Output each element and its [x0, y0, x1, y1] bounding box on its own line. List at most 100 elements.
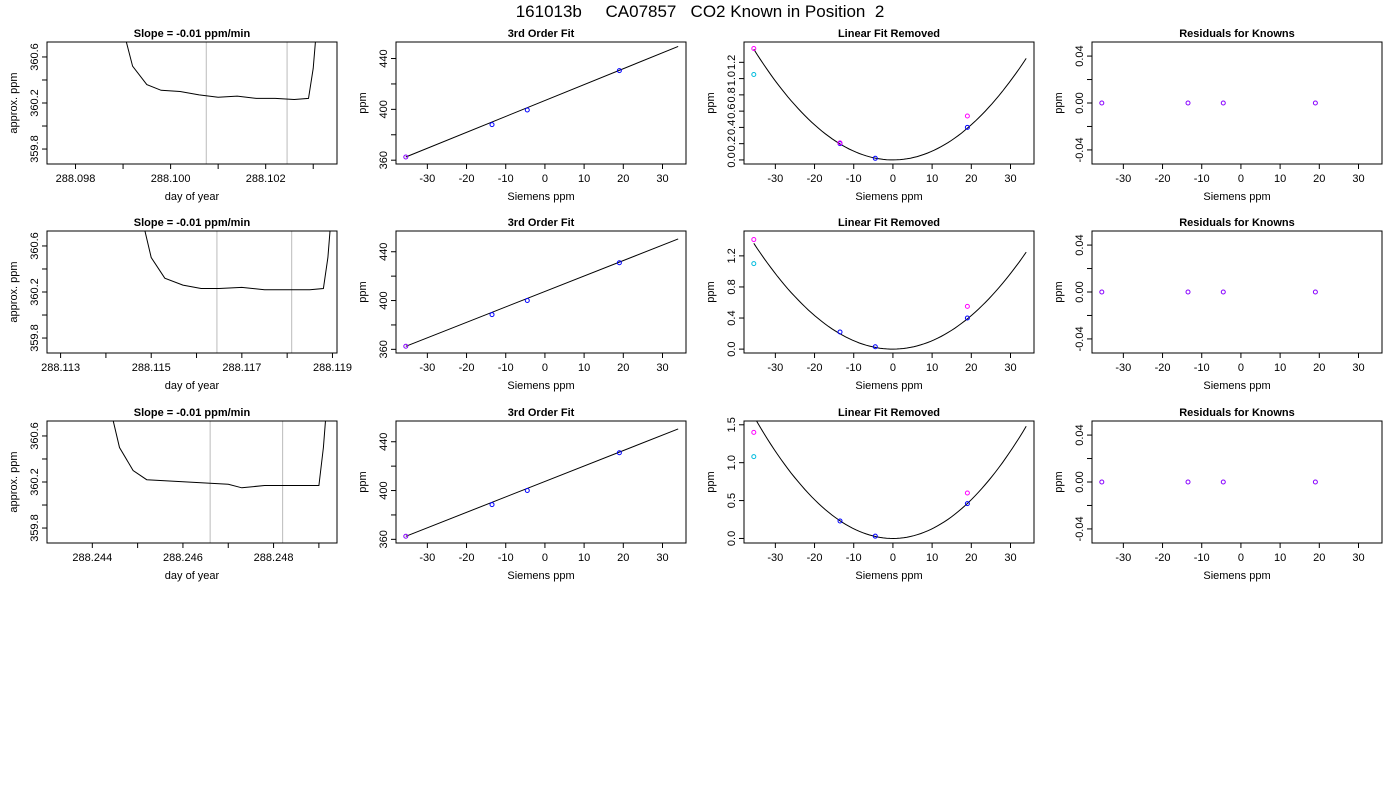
- panel-title: 3rd Order Fit: [508, 407, 575, 419]
- x-tick-label: 30: [1004, 173, 1016, 185]
- plot-frame: [743, 230, 1035, 354]
- x-tick-label: 0: [542, 552, 548, 564]
- x-tick-label: -10: [1194, 552, 1210, 564]
- x-tick-label: 288.244: [72, 552, 112, 564]
- data-point: [1312, 100, 1318, 106]
- x-tick-label: 10: [1274, 552, 1286, 564]
- y-tick-label: 0.0: [726, 152, 738, 167]
- y-axis-label: ppm: [1053, 471, 1065, 492]
- plot-frame: [395, 420, 687, 544]
- x-tick-label: 288.115: [132, 362, 171, 374]
- y-tick-label: 0.00: [1074, 92, 1086, 113]
- y-tick-label: 360.2: [29, 468, 41, 496]
- y-tick-label: -0.04: [1074, 326, 1086, 351]
- panel-title: 3rd Order Fit: [508, 28, 575, 40]
- panel-title: Slope = -0.01 ppm/min: [134, 28, 251, 40]
- data-point: [751, 237, 757, 243]
- x-axis-label: Siemens ppm: [855, 380, 922, 392]
- y-tick-label: 0.4: [726, 310, 738, 325]
- y-axis-label: approx. ppm: [8, 72, 20, 133]
- fit-line: [405, 45, 679, 158]
- y-tick-label: 360.6: [29, 232, 41, 260]
- x-axis-label: Siemens ppm: [1203, 570, 1270, 582]
- data-layer: [751, 237, 1027, 350]
- y-tick-label: 0.00: [1074, 281, 1086, 302]
- x-tick-label: 0: [890, 552, 896, 564]
- y-tick-label: 360.6: [29, 422, 41, 450]
- x-tick-label: 288.100: [151, 173, 191, 185]
- y-axis-label: ppm: [705, 471, 717, 492]
- data-point: [1099, 479, 1105, 485]
- y-tick-label: 0.0: [726, 531, 738, 546]
- x-tick-label: -10: [498, 173, 514, 185]
- y-axis-label: ppm: [1053, 92, 1065, 113]
- y-axis-label: ppm: [705, 281, 717, 302]
- x-tick-label: -20: [1155, 362, 1171, 374]
- plot-frame: [1091, 230, 1383, 354]
- x-tick-label: -20: [459, 362, 475, 374]
- y-tick-label: 360.6: [29, 43, 41, 71]
- panel-12: Residuals for Knowns -30 -20 -10 0 10 20 30 -0.0…: [1053, 407, 1383, 582]
- x-tick-label: 0: [542, 173, 548, 185]
- x-tick-label: -10: [1194, 362, 1210, 374]
- x-tick-label: -30: [1115, 362, 1131, 374]
- data-point: [964, 490, 970, 496]
- y-tick-label: 1.2: [726, 248, 738, 263]
- data-point: [1220, 479, 1226, 485]
- y-tick-label: 400: [378, 481, 390, 499]
- x-tick-label: 0: [1238, 173, 1244, 185]
- data-layer: [403, 45, 679, 160]
- x-tick-label: 30: [1352, 552, 1364, 564]
- x-tick-label: -30: [419, 552, 435, 564]
- x-tick-label: -10: [498, 362, 514, 374]
- x-tick-label: -20: [807, 362, 823, 374]
- y-tick-label: 440: [378, 49, 390, 67]
- x-tick-label: 288.098: [56, 173, 96, 185]
- data-trace: [144, 231, 331, 291]
- y-tick-label: 359.8: [29, 135, 41, 163]
- fit-line: [405, 238, 679, 347]
- x-tick-label: -10: [846, 552, 862, 564]
- x-tick-label: 0: [1238, 362, 1244, 374]
- x-tick-label: 288.113: [41, 362, 80, 374]
- y-axis-label: ppm: [357, 281, 369, 302]
- plot-frame: [395, 230, 687, 354]
- x-tick-label: 10: [578, 173, 590, 185]
- x-tick-label: -10: [1194, 173, 1210, 185]
- data-point: [1312, 479, 1318, 485]
- data-trace: [112, 421, 326, 489]
- x-tick-label: 288.117: [222, 362, 261, 374]
- x-axis-label: Siemens ppm: [855, 191, 922, 203]
- data-layer: [1099, 289, 1318, 295]
- panel-11: Linear Fit Removed -30 -20 -10 0 10 20 30 0.0 0.5…: [705, 407, 1035, 582]
- data-point: [1220, 100, 1226, 106]
- data-point: [1099, 289, 1105, 295]
- y-axis-label: ppm: [357, 471, 369, 492]
- panel-title: Slope = -0.01 ppm/min: [134, 217, 251, 229]
- data-point: [964, 315, 970, 321]
- x-tick-label: 20: [1313, 552, 1325, 564]
- y-axis-label: approx. ppm: [8, 261, 20, 322]
- x-axis-label: Siemens ppm: [507, 570, 574, 582]
- y-tick-label: 0.04: [1074, 234, 1086, 255]
- y-tick-label: 0.4: [726, 120, 738, 135]
- data-point: [524, 488, 530, 494]
- data-layer: [125, 42, 316, 164]
- data-point: [1185, 479, 1191, 485]
- x-tick-label: 20: [965, 362, 977, 374]
- y-tick-label: 0.04: [1074, 45, 1086, 66]
- data-point: [1312, 289, 1318, 295]
- data-point: [403, 154, 409, 160]
- data-point: [751, 46, 757, 52]
- y-axis-label: ppm: [705, 92, 717, 113]
- x-tick-label: -20: [459, 173, 475, 185]
- x-tick-label: 20: [965, 173, 977, 185]
- panel-1: Slope = -0.01 ppm/min 288.098 288.100 288.1…: [8, 28, 338, 203]
- panel-9: Slope = -0.01 ppm/min 288.244 288.246 288.2…: [8, 407, 338, 582]
- x-tick-label: -20: [1155, 552, 1171, 564]
- panel-4: Residuals for Knowns -30 -20 -10 0 10 20 30 -0.0…: [1053, 28, 1383, 203]
- plot-frame: [46, 41, 338, 165]
- x-tick-label: -30: [767, 552, 783, 564]
- x-tick-label: 20: [1313, 362, 1325, 374]
- x-axis-label: day of year: [165, 380, 220, 392]
